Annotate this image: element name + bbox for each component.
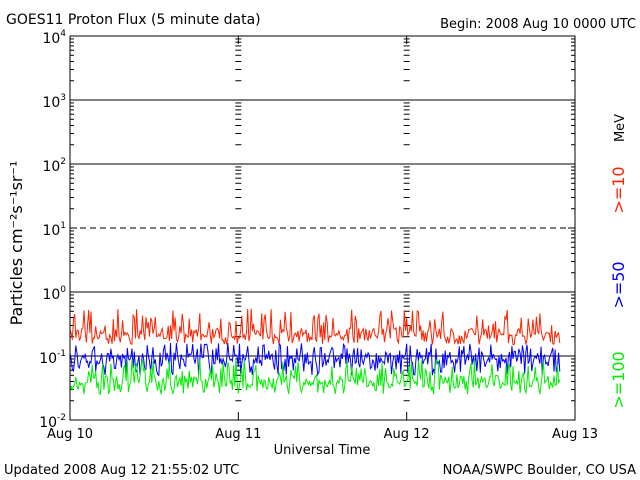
y-axis-label: Particles cm⁻²s⁻¹sr⁻¹ <box>7 161 26 326</box>
legend-ge50: >=50 <box>609 261 628 308</box>
updated-timestamp: Updated 2008 Aug 12 21:55:02 UTC <box>4 463 239 478</box>
y-tick-labels: 10-2 10-1 100 101 102 103 104 <box>39 29 66 431</box>
y-tick-label: 10-2 <box>39 413 66 431</box>
legend-ge10: >=10 <box>609 166 628 213</box>
y-tick-label: 10-1 <box>39 349 66 367</box>
x-tick-label: Aug 10 <box>47 427 93 442</box>
unit-label: MeV <box>613 114 628 142</box>
y-tick-label: 101 <box>42 221 66 239</box>
y-tick-label: 104 <box>42 29 66 47</box>
source-credit: NOAA/SWPC Boulder, CO USA <box>443 463 636 478</box>
series-line-ge100 <box>69 358 561 396</box>
legend-ge100: >=100 <box>609 351 628 408</box>
x-axis-label: Universal Time <box>274 443 371 458</box>
plot-frame <box>69 35 576 421</box>
y-tick-label: 102 <box>42 157 66 175</box>
x-tick-labels: Aug 10 Aug 11 Aug 12 Aug 13 <box>47 427 598 442</box>
x-tick-label: Aug 13 <box>552 427 598 442</box>
series-line-ge50 <box>69 342 561 377</box>
x-tick-label: Aug 11 <box>215 427 261 442</box>
chart-title: GOES11 Proton Flux (5 minute data) <box>6 12 261 28</box>
y-tick-label: 103 <box>42 93 66 111</box>
grid <box>70 35 575 421</box>
begin-label: Begin: 2008 Aug 10 0000 UTC <box>440 17 636 32</box>
y-tick-label: 100 <box>42 285 66 303</box>
x-tick-label: Aug 12 <box>384 427 430 442</box>
series-lines <box>69 308 561 396</box>
series-line-ge10 <box>69 308 561 346</box>
